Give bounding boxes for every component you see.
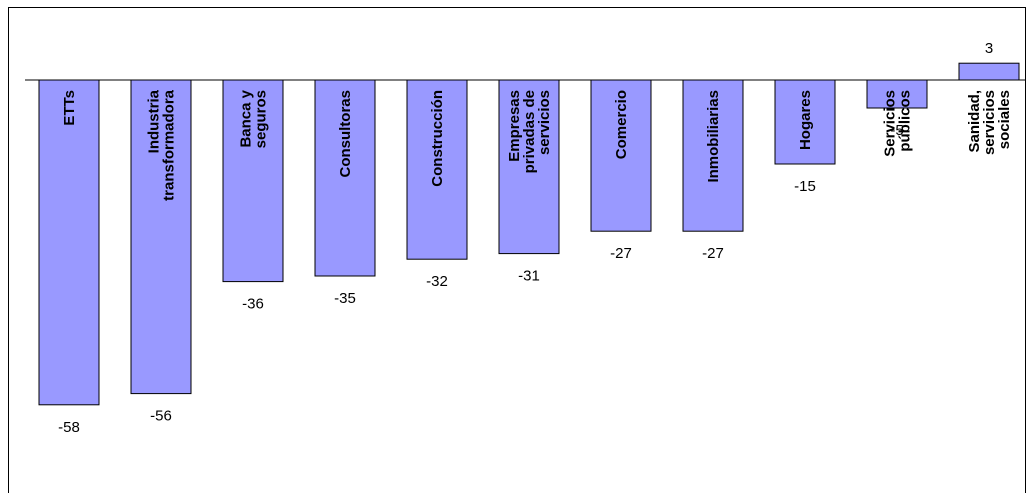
- bar-9: [866, 79, 928, 109]
- category-label-1: Industriatransformadora: [146, 89, 178, 201]
- value-label-10: 3: [985, 40, 993, 57]
- bar-2: [222, 79, 284, 283]
- value-label-5: -31: [518, 268, 540, 285]
- bar-6: [590, 79, 652, 232]
- value-label-8: -15: [794, 178, 816, 195]
- value-label-4: -32: [426, 273, 448, 290]
- category-label-5: Empresasprivadas deservicios: [506, 90, 553, 173]
- category-label-2: Banca yseguros: [238, 89, 270, 148]
- value-label-0: -58: [58, 419, 80, 436]
- category-label-9: Serviciospúblicos: [882, 90, 914, 157]
- value-label-2: -36: [242, 296, 264, 313]
- bar-7: [682, 79, 744, 232]
- category-label-10: Sanidad,serviciossociales: [966, 90, 1013, 155]
- category-label-4: Construcción: [429, 90, 446, 187]
- value-label-6: -27: [610, 245, 632, 262]
- bar-8: [774, 79, 836, 165]
- value-label-3: -35: [334, 290, 356, 307]
- bar-1: [130, 79, 192, 395]
- category-label-3: Consultoras: [337, 90, 354, 178]
- category-label-7: Inmobiliarias: [705, 90, 722, 183]
- bar-4: [406, 79, 468, 260]
- value-label-9: -5: [890, 122, 903, 139]
- value-label-1: -56: [150, 408, 172, 425]
- category-label-6: Comercio: [613, 90, 630, 159]
- value-label-7: -27: [702, 245, 724, 262]
- category-label-8: Hogares: [797, 90, 814, 150]
- category-label-0: ETTs: [61, 90, 78, 126]
- bar-5: [498, 79, 560, 255]
- bar-0: [38, 79, 100, 406]
- bar-10: [958, 62, 1020, 81]
- bar-3: [314, 79, 376, 277]
